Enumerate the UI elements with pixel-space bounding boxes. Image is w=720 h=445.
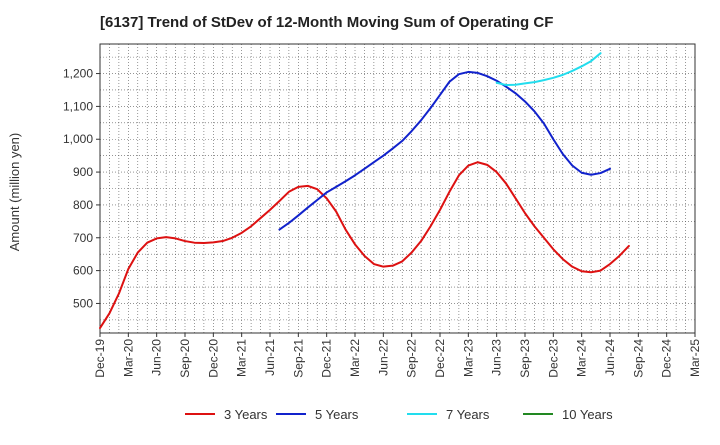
plot-area: 500 600 700 800 900 1,000 1,100 1,200 Dec-19 Mar-…	[63, 43, 702, 378]
y-tick-label: 800	[73, 198, 93, 212]
series-line-3-years	[99, 161, 630, 330]
y-axis-label: Amount (million yen)	[7, 133, 22, 252]
series-line-7-years	[495, 52, 602, 87]
legend: 3 Years 5 Years 7 Years 10 Years	[185, 407, 613, 422]
legend-label-7-years: 7 Years	[446, 407, 490, 422]
x-tick-label: Sep-22	[405, 339, 419, 378]
legend-label-10-years: 10 Years	[562, 407, 613, 422]
plot-frame	[99, 43, 696, 334]
y-tick-label: 500	[73, 296, 93, 310]
x-tick-label: Dec-20	[206, 339, 220, 378]
y-tick-label: 600	[73, 264, 93, 278]
x-tick-label: Mar-24	[575, 339, 589, 377]
x-tick-label: Sep-20	[178, 339, 192, 378]
x-tick-label: Dec-22	[433, 339, 447, 378]
x-tick-label: Mar-23	[461, 339, 475, 377]
x-tick-label: Jun-21	[263, 339, 277, 376]
x-tick-label: Sep-24	[631, 339, 645, 378]
y-tick-label: 1,200	[63, 67, 93, 81]
x-tick-label: Jun-22	[376, 339, 390, 376]
x-tick-label: Dec-19	[93, 339, 107, 378]
x-tick-label: Mar-25	[688, 339, 702, 377]
x-tick-label: Dec-23	[546, 339, 560, 378]
x-tick-label: Mar-22	[348, 339, 362, 377]
x-tick-label: Jun-20	[150, 339, 164, 376]
x-tick-label: Mar-21	[235, 339, 249, 377]
y-tick-label: 1,000	[63, 132, 93, 146]
x-tick-label: Jun-23	[490, 339, 504, 376]
y-tick-label: 1,100	[63, 99, 93, 113]
legend-label-5-years: 5 Years	[315, 407, 359, 422]
x-tick-label: Sep-23	[518, 339, 532, 378]
x-tick-label: Dec-21	[320, 339, 334, 378]
legend-label-3-years: 3 Years	[224, 407, 268, 422]
y-tick-label: 700	[73, 231, 93, 245]
x-tick-label: Jun-24	[603, 339, 617, 376]
x-tick-label: Sep-21	[291, 339, 305, 378]
x-tick-label: Dec-24	[660, 339, 674, 378]
x-tick-label: Mar-20	[121, 339, 135, 377]
chart-title: [6137] Trend of StDev of 12-Month Moving…	[100, 14, 553, 31]
y-tick-label: 900	[73, 165, 93, 179]
series-line-5-years	[278, 70, 611, 231]
